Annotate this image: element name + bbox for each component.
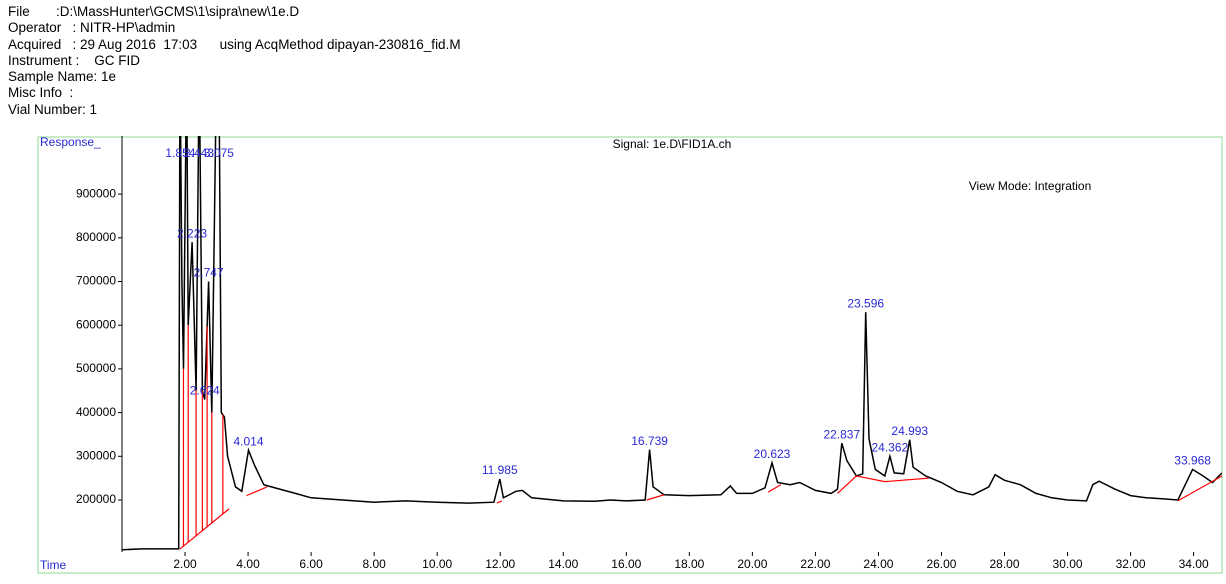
header-line: Vial Number: 1 bbox=[8, 101, 98, 117]
x-tick-label: 22.00 bbox=[800, 557, 830, 571]
y-tick-label: 400000 bbox=[76, 405, 116, 419]
peak-label: 2.223 bbox=[177, 226, 207, 240]
y-axis-label: Response_ bbox=[40, 135, 101, 149]
integration-baseline bbox=[767, 484, 782, 493]
header-line: Sample Name: 1e bbox=[8, 69, 117, 85]
y-tick-label: 500000 bbox=[76, 361, 116, 375]
x-tick-label: 26.00 bbox=[926, 557, 956, 571]
x-tick-label: 10.00 bbox=[422, 557, 452, 571]
peak-label: 3.075 bbox=[204, 146, 234, 160]
chart-title: Signal: 1e.D\FID1A.ch bbox=[613, 137, 732, 151]
y-tick-label: 900000 bbox=[76, 186, 116, 200]
peak-label: 4.014 bbox=[234, 434, 264, 448]
x-tick-label: 20.00 bbox=[737, 557, 767, 571]
header-line: Operator : NITR-HP\admin bbox=[8, 20, 176, 36]
header-line: Acquired : 29 Aug 2016 17:03 using AcqMe… bbox=[8, 36, 461, 52]
y-tick-label: 200000 bbox=[76, 492, 116, 506]
peak-label: 16.739 bbox=[631, 434, 668, 448]
integration-baseline bbox=[646, 494, 665, 501]
peak-label: 33.968 bbox=[1174, 454, 1211, 468]
peak-label: 2.624 bbox=[190, 384, 220, 398]
peak-label: 1.854 bbox=[165, 146, 195, 160]
integration-baseline bbox=[884, 477, 929, 483]
x-tick-label: 12.00 bbox=[485, 557, 515, 571]
chromatogram-trace bbox=[122, 136, 1222, 551]
x-tick-label: 18.00 bbox=[674, 557, 704, 571]
x-tick-label: 30.00 bbox=[1053, 557, 1083, 571]
header-line: Instrument : GC FID bbox=[8, 52, 141, 68]
integration-baseline bbox=[1177, 475, 1222, 502]
x-axis-label: Time bbox=[40, 558, 67, 572]
peak-label: 2.443 bbox=[184, 146, 214, 160]
x-tick-label: 24.00 bbox=[863, 557, 893, 571]
x-tick-label: 2.00 bbox=[173, 557, 197, 571]
integration-baseline bbox=[856, 475, 885, 483]
x-tick-label: 8.00 bbox=[362, 557, 386, 571]
peak-label: 24.993 bbox=[891, 424, 928, 438]
x-tick-label: 4.00 bbox=[236, 557, 260, 571]
x-tick-label: 32.00 bbox=[1116, 557, 1146, 571]
integration-baseline bbox=[837, 475, 857, 494]
peak-label: 23.596 bbox=[847, 296, 884, 310]
integration-baseline bbox=[496, 500, 503, 504]
plot-area bbox=[122, 136, 1222, 551]
header-line: Misc Info : bbox=[8, 85, 74, 101]
peak-label: 2.747 bbox=[194, 266, 224, 280]
x-tick-label: 6.00 bbox=[299, 557, 323, 571]
chart-frame bbox=[37, 136, 1223, 574]
y-tick-label: 300000 bbox=[76, 448, 116, 462]
peak-label: 22.837 bbox=[823, 427, 860, 441]
view-mode: View Mode: Integration bbox=[969, 179, 1092, 193]
x-tick-label: 14.00 bbox=[548, 557, 578, 571]
x-tick-label: 16.00 bbox=[611, 557, 641, 571]
peak-label: 11.985 bbox=[482, 463, 518, 477]
x-tick-label: 28.00 bbox=[990, 557, 1020, 571]
integration-baseline bbox=[246, 486, 268, 497]
y-tick-label: 700000 bbox=[76, 274, 116, 288]
header-line: File :D:\MassHunter\GCMS\1\sipra\new\1e.… bbox=[8, 4, 300, 19]
y-tick-label: 800000 bbox=[76, 230, 116, 244]
peak-label: 24.362 bbox=[872, 440, 909, 454]
y-tick-label: 600000 bbox=[76, 317, 116, 331]
x-tick-label: 34.00 bbox=[1179, 557, 1209, 571]
header: File :D:\MassHunter\GCMS\1\sipra\new\1e.… bbox=[8, 4, 461, 118]
peak-label: 20.623 bbox=[754, 447, 791, 461]
integration-baseline bbox=[179, 508, 230, 550]
